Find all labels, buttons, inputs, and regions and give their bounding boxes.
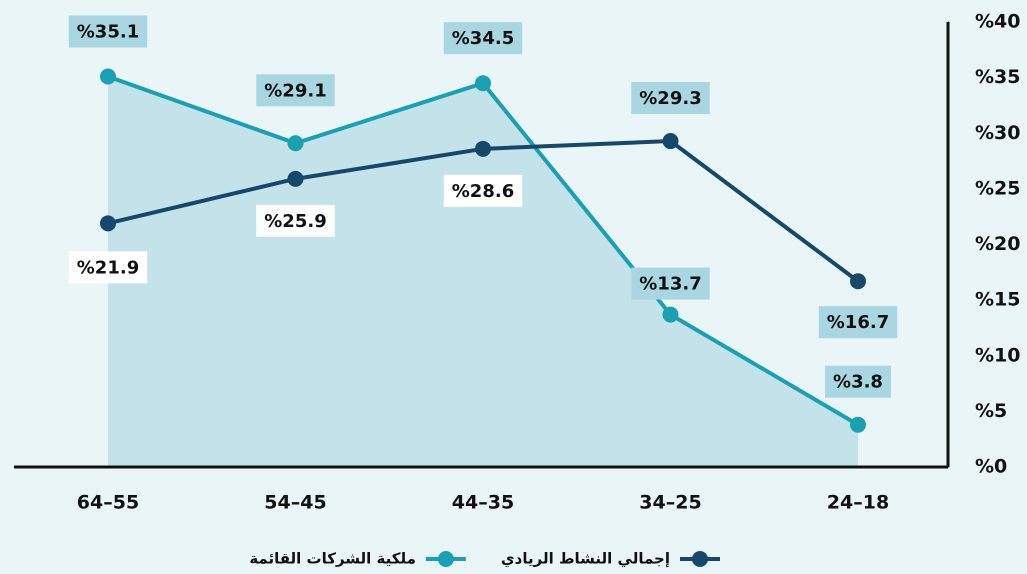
y-tick-label: %35 [975, 66, 1020, 88]
x-tick-label: 44–35 [452, 492, 514, 514]
x-tick-label: 64–55 [77, 492, 139, 514]
legend-label: إجمالي النشاط الريادي [501, 550, 670, 569]
x-tick-label: 24–18 [827, 492, 889, 514]
value-label-text: %35.1 [77, 22, 139, 43]
legend-dot [692, 551, 708, 567]
value-label-bg [818, 306, 898, 339]
value-label-text: %29.3 [639, 88, 701, 109]
point [475, 75, 491, 92]
value-label-text: %16.7 [827, 312, 889, 333]
value-label: %16.7 [818, 306, 898, 339]
value-label-bg [256, 74, 335, 107]
value-label: %21.9 [68, 251, 148, 284]
value-label-text: %34.5 [452, 28, 514, 49]
value-label: %29.3 [631, 82, 710, 115]
value-label: %13.7 [631, 267, 710, 300]
area [108, 76, 858, 467]
x-tick-label: 54–45 [264, 492, 326, 514]
value-label: %29.1 [256, 74, 335, 107]
point [287, 170, 304, 187]
y-tick-label: %10 [975, 344, 1020, 366]
value-label-text: %29.1 [264, 80, 326, 101]
value-label: %34.5 [443, 22, 523, 55]
point [100, 215, 116, 232]
point [100, 68, 116, 85]
value-label-text: %3.8 [833, 372, 883, 393]
value-label-text: %13.7 [639, 274, 701, 295]
value-label: %35.1 [68, 15, 148, 48]
legend-dot [437, 551, 454, 567]
point [850, 273, 866, 290]
value-label-bg [443, 174, 523, 207]
value-label-text: %28.6 [452, 181, 514, 202]
value-label-bg [256, 204, 335, 237]
value-label-text: %25.9 [264, 211, 326, 232]
point [850, 416, 866, 433]
value-label-bg [631, 267, 710, 300]
y-tick-label: %25 [975, 177, 1020, 199]
y-tick-label: %15 [975, 289, 1020, 311]
point [662, 133, 679, 150]
point [662, 306, 679, 323]
value-label: %28.6 [443, 174, 523, 207]
value-label: %3.8 [825, 365, 891, 398]
value-label: %25.9 [256, 204, 335, 237]
x-tick-label: 34–25 [639, 492, 701, 514]
value-label-text: %21.9 [77, 257, 139, 278]
value-label-bg [68, 15, 148, 48]
y-tick-label: %0 [975, 456, 1007, 478]
y-tick-label: %30 [975, 122, 1020, 144]
legend-label: ملكية الشركات القائمة [249, 550, 416, 568]
y-tick-label: %40 [975, 11, 1020, 33]
value-label-bg [825, 365, 891, 398]
value-label-bg [631, 82, 710, 115]
y-tick-label: %20 [975, 233, 1020, 255]
y-tick-label: %5 [975, 400, 1007, 422]
point [287, 135, 304, 152]
value-label-bg [68, 251, 148, 284]
value-label-bg [443, 22, 523, 55]
point [475, 140, 491, 157]
